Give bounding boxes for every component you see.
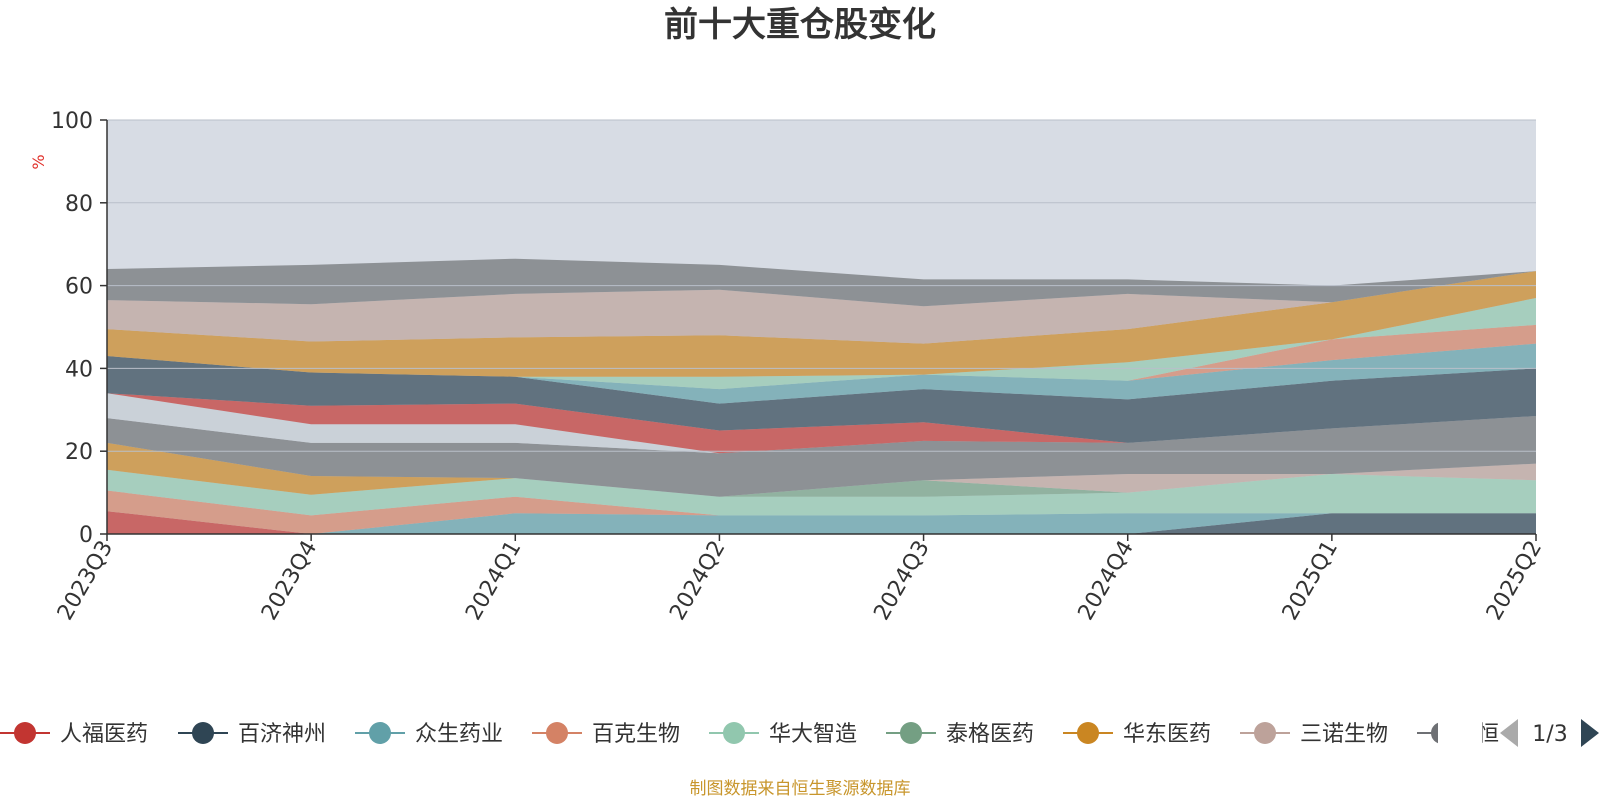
legend-label: 恒 (1477, 722, 1499, 747)
legend-label: 众生药业 (415, 722, 503, 747)
x-tick-label-2023Q3: 2023Q3 (53, 537, 118, 625)
legend-page-indicator: 1/3 (1532, 722, 1567, 747)
y-tick-label-20: 20 (65, 440, 93, 465)
legend-label: 华大智造 (769, 722, 857, 747)
legend-marker-icon (14, 722, 36, 744)
legend[interactable]: 人福医药 百济神州 众生药业 百克生物 华大智造 泰格医药 华东医药 三诺生物 恒 1/3 (0, 700, 1599, 766)
area-series-4 (107, 469, 1536, 516)
legend-label: 百克生物 (592, 722, 680, 747)
area-series-2 (107, 511, 1536, 534)
area-series-7 (107, 442, 1536, 497)
area-series-5 (107, 469, 1536, 497)
legend-next-page-icon[interactable] (1581, 719, 1599, 747)
y-axis-ticks: 0 20 40 60 80 100 (51, 109, 107, 548)
legend-marker-icon (723, 722, 745, 744)
area-series-8 (107, 416, 1536, 497)
x-tick-label-2025Q2: 2025Q2 (1482, 537, 1547, 625)
y-tick-label-100: 100 (51, 109, 93, 134)
x-tick-label-2024Q4: 2024Q4 (1074, 537, 1139, 625)
y-axis-unit: % (29, 154, 48, 169)
axes (106, 120, 1536, 535)
legend-label: 百济神州 (238, 722, 326, 747)
legend-prev-page-icon[interactable] (1500, 719, 1518, 747)
area-series-14 (107, 343, 1536, 404)
y-tick-label-60: 60 (65, 275, 93, 300)
legend-item-4[interactable]: 华大智造 (709, 722, 857, 747)
stacked-areas (107, 258, 1536, 534)
area-series-12 (107, 393, 1536, 454)
area-series-0 (107, 511, 1536, 534)
area-series-19 (107, 258, 1536, 307)
x-tick-label-2023Q4: 2023Q4 (257, 537, 322, 625)
legend-label: 人福医药 (60, 722, 148, 747)
legend-marker-icon (192, 722, 214, 744)
area-series-17 (107, 271, 1536, 377)
legend-marker-icon (369, 722, 391, 744)
x-tick-label-2024Q1: 2024Q1 (461, 537, 526, 625)
legend-marker-icon (1077, 722, 1099, 744)
legend-item-0[interactable]: 人福医药 (0, 722, 148, 747)
legend-clip-mask (1438, 700, 1482, 766)
legend-item-1[interactable]: 百济神州 (178, 722, 326, 747)
area-series-3 (107, 490, 1536, 534)
legend-item-5[interactable]: 泰格医药 (886, 722, 1034, 747)
area-series-15 (107, 324, 1536, 390)
area-series-11 (107, 393, 1536, 454)
source-note: 制图数据来自恒生聚源数据库 (690, 779, 911, 799)
legend-items[interactable]: 人福医药 百济神州 众生药业 百克生物 华大智造 泰格医药 华东医药 三诺生物 恒 (0, 722, 1499, 747)
legend-item-3[interactable]: 百克生物 (532, 722, 680, 747)
legend-label: 泰格医药 (946, 722, 1034, 747)
x-tick-label-2024Q2: 2024Q2 (665, 537, 730, 625)
legend-marker-icon (1254, 722, 1276, 744)
y-tick-label-80: 80 (65, 192, 93, 217)
area-series-1 (107, 511, 1536, 534)
x-tick-label-2024Q3: 2024Q3 (869, 537, 934, 625)
area-series-18 (107, 271, 1536, 344)
legend-marker-icon (900, 722, 922, 744)
legend-label: 华东医药 (1123, 722, 1211, 747)
legend-item-2[interactable]: 众生药业 (355, 722, 503, 747)
legend-marker-icon (546, 722, 568, 744)
area-series-16 (107, 298, 1536, 390)
y-tick-label-0: 0 (79, 523, 93, 548)
area-series-13 (107, 356, 1536, 443)
legend-item-7[interactable]: 三诺生物 (1240, 722, 1388, 747)
legend-label: 三诺生物 (1300, 722, 1388, 747)
legend-item-6[interactable]: 华东医药 (1063, 722, 1211, 747)
chart-title: 前十大重仓股变化 (664, 5, 936, 45)
y-tick-label-40: 40 (65, 357, 93, 382)
x-axis-ticks: 2023Q3 2023Q4 2024Q1 2024Q2 2024Q3 2024Q4 2025… (53, 534, 1547, 625)
x-tick-label-2025Q1: 2025Q1 (1278, 537, 1343, 625)
